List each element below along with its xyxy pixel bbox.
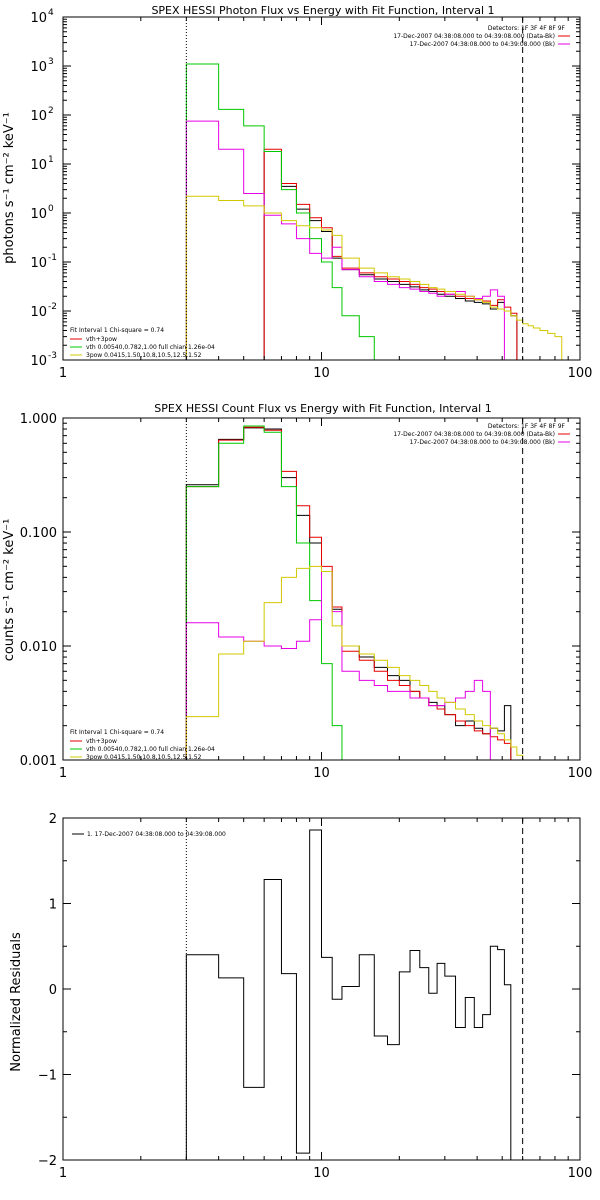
series-line-3 [185, 571, 491, 760]
y-tick-exponent: -2 [48, 302, 57, 312]
photon-flux-fit-line-2: vth+3pow [86, 336, 117, 343]
photon-flux-detectors: Detectors: 1F 3F 4F 8F 9F [488, 25, 566, 32]
count-flux-interval-data: 17-Dec-2007 04:38:08.000 to 04:39:08.000… [393, 431, 555, 438]
photon-flux-fit-line-4: 3pow 0.0415,1.50,10.8,10.5,12.5,1.52 [86, 352, 202, 359]
x-tick-label: 100 [568, 366, 593, 381]
y-tick-exponent: 2 [48, 106, 54, 116]
series-group [185, 63, 563, 360]
count-flux-fit-line-1: Fit Interval 1 Chi-square = 0.74 [70, 729, 164, 736]
y-tick-label: 1 [49, 898, 57, 913]
x-tick-label: 10 [313, 1166, 330, 1181]
x-tick-label: 1 [59, 766, 67, 781]
y-tick-label: −1 [38, 1069, 57, 1084]
x-tick-label: 10 [313, 766, 330, 781]
y-tick-label: −2 [38, 1154, 57, 1169]
photon-flux-interval-bk: 17-Dec-2007 04:38:08.000 to 04:39:08.000… [410, 41, 555, 48]
photon-flux-title: SPEX HESSI Photon Flux vs Energy with Fi… [151, 4, 494, 17]
y-tick-label: 10 [30, 207, 47, 222]
y-tick-label: 1.000 [20, 412, 57, 427]
series-line-1 [263, 148, 518, 360]
series-line-4 [185, 565, 529, 760]
series-line-0 [185, 427, 512, 760]
photon-flux-detector-legend: Detectors: 1F 3F 4F 8F 9F 17-Dec-2007 04… [393, 25, 570, 48]
y-tick-label: 0.100 [20, 526, 57, 541]
series-line-0 [263, 150, 518, 360]
count-flux-fit-legend: Fit Interval 1 Chi-square = 0.74 vth+3po… [70, 729, 215, 761]
photon-flux-ylabel: photons s⁻¹ cm⁻² keV⁻¹ [2, 112, 17, 264]
photon-flux-fit-line-1: Fit Interval 1 Chi-square = 0.74 [70, 327, 164, 334]
photon-flux-fit-legend: Fit Interval 1 Chi-square = 0.74 vth+3po… [70, 327, 215, 359]
series-line-1 [185, 426, 512, 760]
y-tick-label: 0 [49, 983, 57, 998]
count-flux-detectors: Detectors: 1F 3F 4F 8F 9F [488, 423, 566, 430]
y-tick-label: 0.010 [20, 640, 57, 655]
residuals-plot-area: 1 10 100 −2 −1 0 1 2 [38, 812, 593, 1181]
count-flux-panel: SPEX HESSI Count Flux vs Energy with Fit… [2, 402, 592, 781]
count-flux-fit-line-3: vth 0.00540,0.782,1.00 full chian 1.26e-… [86, 746, 215, 753]
count-flux-detector-legend: Detectors: 1F 3F 4F 8F 9F 17-Dec-2007 04… [393, 423, 570, 446]
x-tick-label: 10 [313, 366, 330, 381]
y-tick-exponent: 4 [48, 8, 54, 18]
x-tick-label: 1 [59, 1166, 67, 1181]
y-tick-label: 10 [30, 60, 47, 75]
series-group [185, 425, 529, 760]
count-flux-plot-area: 1 10 100 0.001 0.010 0.100 1.000 [20, 412, 593, 781]
y-tick-label: 10 [30, 305, 47, 320]
x-tick-label: 1 [59, 366, 67, 381]
y-tick-label: 10 [30, 11, 47, 26]
y-tick-exponent: 0 [48, 204, 54, 214]
count-flux-fit-line-4: 3pow 0.0415,1.50,10.8,10.5,12.5,1.52 [86, 754, 202, 761]
series-line-3 [185, 120, 505, 360]
y-tick-label: 2 [49, 812, 57, 827]
series-group [185, 829, 512, 1160]
series-line-4 [185, 195, 563, 360]
residuals-panel: Normalized Residuals 1 10 100 −2 −1 0 1 2 1. 17… [9, 812, 592, 1181]
x-tick-label: 100 [568, 1166, 593, 1181]
series-line-0 [185, 829, 512, 1160]
y-tick-label: 10 [30, 256, 47, 271]
y-tick-exponent: -1 [48, 253, 57, 263]
series-line-2 [185, 425, 360, 760]
count-flux-ylabel: counts s⁻¹ cm⁻² keV⁻¹ [2, 519, 17, 662]
y-tick-label: 10 [30, 109, 47, 124]
y-tick-label: 10 [30, 354, 47, 369]
photon-flux-panel: SPEX HESSI Photon Flux vs Energy with Fi… [2, 4, 592, 381]
y-tick-exponent: 1 [48, 155, 54, 165]
count-flux-fit-line-2: vth+3pow [86, 738, 117, 745]
photon-flux-interval-data: 17-Dec-2007 04:38:08.000 to 04:39:08.000… [393, 33, 555, 40]
residuals-ylabel: Normalized Residuals [9, 932, 24, 1072]
y-tick-exponent: 3 [48, 57, 54, 67]
series-line-2 [185, 63, 388, 360]
y-tick-label: 10 [30, 158, 47, 173]
x-tick-label: 100 [568, 766, 593, 781]
residuals-legend: 1. 17-Dec-2007 04:38:08.000 to 04:39:08.… [87, 831, 226, 838]
count-flux-title: SPEX HESSI Count Flux vs Energy with Fit… [154, 402, 491, 415]
count-flux-interval-bk: 17-Dec-2007 04:38:08.000 to 04:39:08.000… [410, 439, 555, 446]
y-tick-exponent: -3 [48, 351, 57, 361]
y-tick-label: 0.001 [20, 754, 57, 769]
photon-flux-fit-line-3: vth 0.00540,0.782,1.00 full chian 1.26e-… [86, 344, 215, 351]
